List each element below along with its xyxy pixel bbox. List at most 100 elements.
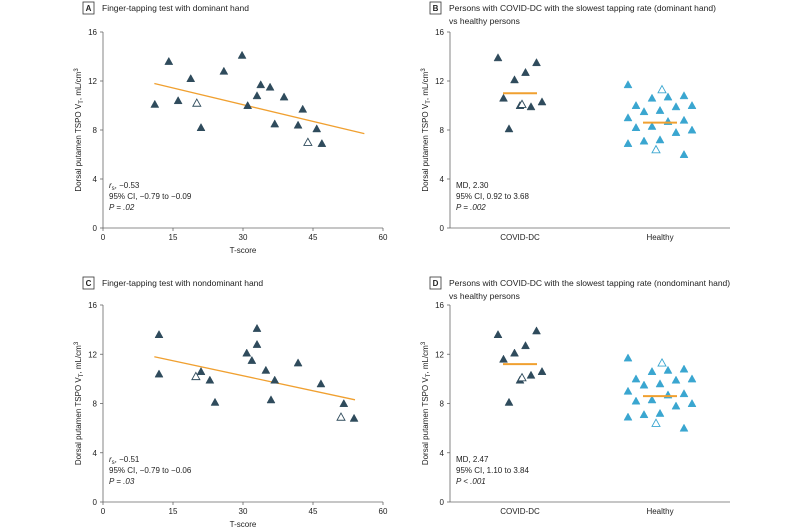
point xyxy=(647,121,657,130)
point xyxy=(196,123,206,131)
point xyxy=(186,74,196,82)
stat-annotation: rs, −0.51 xyxy=(109,455,140,466)
point xyxy=(252,91,262,100)
point xyxy=(504,124,514,133)
stat-annotation-part: s xyxy=(112,460,115,466)
x-tick-label: 0 xyxy=(101,233,106,242)
x-tick-label: Healthy xyxy=(646,507,673,516)
point xyxy=(499,354,508,363)
stat-annotation: P = .02 xyxy=(109,203,135,212)
point xyxy=(493,53,503,62)
point xyxy=(655,105,665,114)
point xyxy=(510,75,519,84)
point xyxy=(173,96,183,105)
point xyxy=(339,398,349,407)
point xyxy=(526,102,536,111)
point xyxy=(679,91,689,100)
x-tick-label: 30 xyxy=(239,507,248,516)
panel-title: Persons with COVID-DC with the slowest t… xyxy=(449,3,716,13)
panel-label-box xyxy=(429,276,442,290)
y-axis-label-part: 3 xyxy=(74,68,80,72)
stat-annotation-part: MD, 2.30 xyxy=(456,181,489,190)
y-axis-label-part: Dorsal putamen TSPO V xyxy=(421,103,430,192)
stat-annotation: 95% CI, −0.79 to −0.09 xyxy=(109,192,192,201)
x-tick-label: COVID-DC xyxy=(500,233,540,242)
open-point xyxy=(192,98,202,107)
trend-line xyxy=(154,82,365,135)
point xyxy=(210,397,220,406)
point xyxy=(671,127,681,136)
open-point xyxy=(657,84,667,94)
y-tick-label: 4 xyxy=(93,175,98,184)
panel-label-box xyxy=(429,1,442,15)
y-tick-label: 0 xyxy=(440,224,445,233)
point xyxy=(639,136,649,145)
point xyxy=(504,397,514,406)
stat-annotation-part: P = .02 xyxy=(109,203,135,212)
x-tick-label: 60 xyxy=(379,233,388,242)
x-tick-label: 0 xyxy=(101,507,106,516)
open-point xyxy=(336,412,346,421)
point xyxy=(687,374,697,383)
open-point xyxy=(517,99,527,108)
point xyxy=(252,323,262,332)
point xyxy=(647,93,657,102)
stat-annotation-part: 95% CI, 0.92 to 3.68 xyxy=(456,192,529,201)
stat-annotation-part: r xyxy=(109,455,112,464)
point xyxy=(510,348,519,357)
trend-line xyxy=(154,356,356,401)
point xyxy=(150,99,160,108)
stat-annotation-part: s xyxy=(112,186,115,192)
point xyxy=(623,138,633,147)
open-point xyxy=(191,371,201,381)
point xyxy=(526,370,536,379)
panel-label: A xyxy=(86,4,92,13)
open-point xyxy=(651,418,661,427)
point xyxy=(265,82,275,91)
panel-label: C xyxy=(86,279,92,288)
y-tick-label: 4 xyxy=(440,449,445,458)
point xyxy=(537,97,547,106)
y-tick-label: 16 xyxy=(435,301,444,310)
y-axis-label: Dorsal putamen TSPO VT, mL/cm3 xyxy=(74,341,85,465)
stat-annotation-part: P = .03 xyxy=(109,477,135,486)
point xyxy=(679,115,689,124)
open-point xyxy=(651,144,661,154)
point xyxy=(247,355,257,364)
x-tick-label: 15 xyxy=(169,233,178,242)
stat-annotation: 95% CI, 0.92 to 3.68 xyxy=(456,192,529,201)
point xyxy=(270,119,280,128)
point xyxy=(316,379,326,388)
stat-annotation-part: , −0.53 xyxy=(115,181,140,190)
point xyxy=(687,100,697,109)
point xyxy=(312,124,322,133)
point xyxy=(655,408,665,417)
point xyxy=(655,379,665,388)
panel-title: Persons with COVID-DC with the slowest t… xyxy=(449,278,730,288)
point xyxy=(647,366,657,375)
x-tick-label: 45 xyxy=(309,507,318,516)
y-axis-label-part: , mL/cm xyxy=(421,71,430,100)
point xyxy=(279,92,289,101)
y-tick-label: 12 xyxy=(88,350,97,359)
y-axis-label: Dorsal putamen TSPO VT, mL/cm3 xyxy=(421,341,432,465)
point xyxy=(639,410,649,419)
point xyxy=(623,353,633,362)
point xyxy=(655,135,665,144)
point xyxy=(532,326,541,335)
point xyxy=(219,66,229,75)
y-axis-label-part: , mL/cm xyxy=(74,71,83,100)
y-axis-label: Dorsal putamen TSPO VT, mL/cm3 xyxy=(421,68,432,192)
y-tick-label: 4 xyxy=(440,175,445,184)
point xyxy=(671,102,681,111)
y-tick-label: 16 xyxy=(435,28,444,37)
point xyxy=(679,149,689,158)
x-axis-label: T-score xyxy=(230,520,257,529)
x-tick-label: 30 xyxy=(239,233,248,242)
point xyxy=(256,80,266,89)
point xyxy=(631,123,641,131)
point xyxy=(261,365,271,374)
panel-title: Finger-tapping test with nondominant han… xyxy=(102,278,263,288)
y-tick-label: 4 xyxy=(93,449,98,458)
point xyxy=(196,366,206,375)
